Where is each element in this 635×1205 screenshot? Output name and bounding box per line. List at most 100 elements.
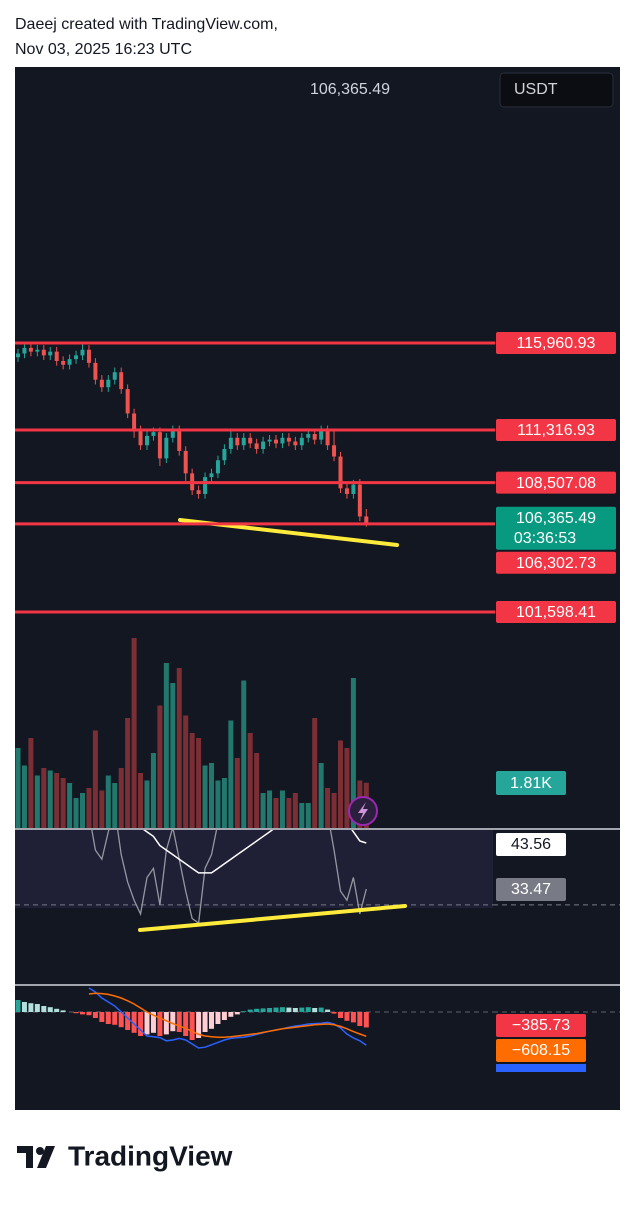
volume-bar bbox=[99, 790, 105, 828]
candle-body bbox=[215, 460, 220, 474]
macd-histogram-bar bbox=[196, 1012, 202, 1038]
macd-pane bbox=[15, 987, 493, 1049]
candle-body bbox=[61, 360, 66, 365]
volume-bar bbox=[350, 678, 356, 828]
macd-histogram-bar bbox=[215, 1012, 221, 1024]
volume-bar bbox=[54, 773, 60, 828]
macd-histogram-bar bbox=[157, 1012, 163, 1036]
volume-bar bbox=[183, 715, 189, 828]
candle-body bbox=[41, 349, 46, 356]
footer-brand: TradingView bbox=[68, 1140, 233, 1171]
candle-body bbox=[177, 430, 182, 451]
macd-histogram-bar bbox=[163, 1012, 169, 1035]
candle-body bbox=[267, 439, 272, 442]
volume-bar bbox=[338, 740, 343, 828]
candle-body bbox=[119, 372, 124, 390]
candle-body bbox=[86, 349, 91, 363]
macd-histogram-bar bbox=[318, 1007, 324, 1012]
volume-bar bbox=[73, 798, 79, 828]
candle-body bbox=[306, 434, 311, 438]
level-label: 111,316.93 bbox=[517, 422, 595, 439]
rsi-ma-label: 43.56 bbox=[511, 836, 551, 853]
logo-part bbox=[37, 1146, 55, 1168]
candle-body bbox=[48, 351, 53, 356]
level-label-box bbox=[496, 418, 616, 441]
macd-histogram-label: −385.73 bbox=[512, 1017, 570, 1034]
macd-histogram-bar bbox=[125, 1012, 131, 1030]
macd-histogram-bar bbox=[176, 1012, 182, 1032]
volume-bar bbox=[228, 720, 234, 828]
macd-histogram-bar bbox=[73, 1012, 79, 1014]
level-label: 108,507.08 bbox=[516, 475, 596, 492]
alert-bolt bbox=[358, 802, 368, 821]
level-label: 106,302.73 bbox=[516, 555, 596, 572]
macd-histogram-bar bbox=[279, 1007, 285, 1012]
header-line: Nov 03, 2025 16:23 UTC bbox=[15, 41, 192, 58]
volume-bar bbox=[234, 758, 240, 828]
volume-bar bbox=[292, 793, 298, 828]
trendline bbox=[138, 904, 407, 932]
volume-bar bbox=[150, 753, 156, 828]
macd-histogram-bar bbox=[305, 1007, 311, 1012]
candle-body bbox=[338, 456, 343, 489]
level-label: 101,598.41 bbox=[516, 604, 596, 621]
candle-body bbox=[228, 437, 233, 450]
volume-bar bbox=[202, 765, 208, 828]
macd-histogram-bar bbox=[292, 1008, 298, 1012]
macd-histogram-bar bbox=[338, 1012, 343, 1018]
candle-body bbox=[286, 437, 291, 442]
candle-body bbox=[364, 516, 369, 523]
volume-label: 1.81K bbox=[510, 775, 552, 792]
macd-histogram-bar bbox=[331, 1012, 337, 1014]
macd-histogram-bar bbox=[80, 1012, 85, 1015]
candle-body bbox=[280, 437, 285, 444]
macd-histogram-bar bbox=[357, 1012, 363, 1026]
volume-bar bbox=[80, 793, 85, 828]
volume-bar bbox=[131, 638, 137, 828]
footer-logo bbox=[17, 1146, 55, 1168]
volume-bar bbox=[299, 803, 305, 828]
candle-body bbox=[35, 349, 40, 352]
level-label-box bbox=[496, 332, 616, 354]
candle-body bbox=[125, 389, 130, 414]
candle-body bbox=[16, 353, 20, 358]
volume-bar bbox=[241, 680, 247, 828]
macd-histogram-bar bbox=[34, 1004, 40, 1012]
candle-body bbox=[332, 445, 337, 457]
candle-body bbox=[222, 449, 227, 461]
candle-body bbox=[80, 349, 85, 356]
macd-histogram-bar bbox=[254, 1008, 260, 1012]
volume-label-box bbox=[496, 771, 566, 795]
macd-signal-label-box bbox=[496, 1039, 586, 1062]
candle-body bbox=[235, 437, 240, 446]
macd-histogram-bar bbox=[228, 1012, 234, 1017]
candle-body bbox=[293, 441, 298, 446]
level-label: 115,960.93 bbox=[517, 335, 596, 352]
volume-bar bbox=[273, 798, 279, 828]
last-price-label: 106,365.49 bbox=[516, 510, 596, 527]
rsi-line bbox=[91, 830, 367, 925]
volume-bar bbox=[325, 788, 331, 828]
volume-bar bbox=[34, 775, 40, 828]
macd-histogram-bar bbox=[99, 1012, 105, 1022]
currency-button[interactable] bbox=[499, 72, 614, 108]
candle-body bbox=[196, 490, 201, 494]
rsi-ma-line bbox=[143, 830, 367, 874]
candle-body bbox=[312, 434, 317, 440]
volume-bar bbox=[118, 768, 124, 828]
chart-bottom bbox=[15, 1072, 620, 1110]
volume-bar bbox=[125, 718, 131, 828]
countdown-label: 03:36:53 bbox=[514, 530, 576, 547]
macd-histogram-bar bbox=[21, 1002, 27, 1012]
macd-histogram-bar bbox=[209, 1012, 214, 1029]
rsi-label-box bbox=[496, 878, 566, 901]
currency-label: USDT bbox=[514, 81, 558, 98]
candle-body bbox=[209, 473, 214, 478]
candle-body bbox=[93, 362, 98, 380]
macd-histogram-bar bbox=[325, 1009, 331, 1012]
candle-body bbox=[151, 432, 156, 436]
rsi-ma-label-box bbox=[496, 833, 566, 856]
macd-histogram-bar bbox=[247, 1009, 253, 1012]
volume-bar bbox=[331, 793, 337, 828]
